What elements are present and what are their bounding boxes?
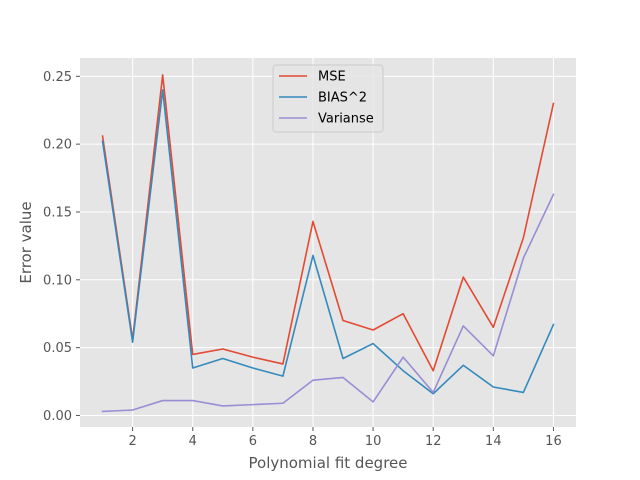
- legend: MSE BIAS^2 Varianse: [272, 64, 384, 133]
- x-tick-label: 16: [545, 434, 562, 449]
- x-tick-label: 14: [485, 434, 502, 449]
- y-tick-label: 0.10: [43, 273, 72, 288]
- series-line-1: [101, 89, 555, 395]
- y-tick-label: 0.15: [43, 205, 72, 220]
- series-line-2: [101, 193, 555, 413]
- legend-label: BIAS^2: [318, 91, 367, 106]
- x-tick-label: 12: [425, 434, 442, 449]
- x-tick-label: 6: [249, 434, 257, 449]
- axis-ticks: 2 4 6 8 10 12 14 16 0.00 0.05 0.10 0.15 0.20 0.25: [43, 70, 562, 449]
- y-tick-label: 0.20: [43, 138, 72, 153]
- y-tick-label: 0.05: [43, 341, 72, 356]
- y-tick-label: 0.00: [43, 409, 72, 424]
- series-line-0: [101, 74, 555, 372]
- x-tick-label: 8: [309, 434, 317, 449]
- x-axis-label: Polynomial fit degree: [249, 454, 408, 472]
- legend-label: MSE: [318, 70, 346, 85]
- x-tick-label: 4: [189, 434, 197, 449]
- x-tick-label: 10: [365, 434, 382, 449]
- legend-box: [272, 64, 384, 133]
- y-tick-label: 0.25: [43, 70, 72, 85]
- legend-label: Varianse: [318, 112, 374, 127]
- series-lines: [101, 74, 555, 413]
- x-tick-label: 2: [128, 434, 136, 449]
- y-axis-label: Error value: [17, 201, 35, 283]
